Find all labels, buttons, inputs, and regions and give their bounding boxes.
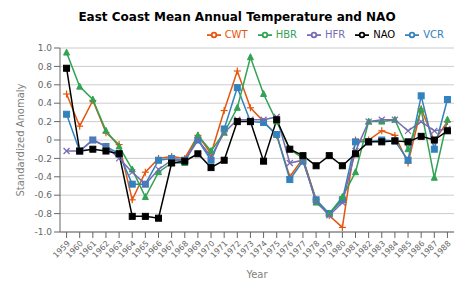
svg-text:-1.0: -1.0	[34, 227, 52, 237]
html-text:CWT: CWT	[224, 29, 248, 40]
svg-text:1972: 1972	[222, 239, 243, 260]
svg-text:1980: 1980	[327, 239, 348, 260]
svg-text:1988: 1988	[432, 239, 453, 260]
svg-text:1970: 1970	[195, 239, 217, 260]
svg-text:1983: 1983	[366, 239, 388, 260]
html-text:VCR: VCR	[423, 29, 444, 40]
html-text:HBR: HBR	[275, 29, 297, 40]
svg-text:1976: 1976	[274, 239, 296, 260]
svg-text:1975: 1975	[261, 239, 283, 260]
svg-text:1965: 1965	[130, 239, 151, 260]
svg-text:1.0: 1.0	[38, 43, 53, 53]
svg-text:1966: 1966	[143, 239, 164, 260]
svg-text:1964: 1964	[116, 239, 138, 260]
svg-text:-0.8: -0.8	[34, 209, 52, 219]
svg-text:1968: 1968	[169, 239, 191, 260]
svg-text:1974: 1974	[248, 239, 269, 260]
svg-text:1978: 1978	[300, 239, 322, 260]
svg-text:-0.2: -0.2	[34, 154, 52, 164]
svg-text:1987: 1987	[419, 239, 440, 260]
svg-text:1981: 1981	[340, 239, 361, 260]
svg-text:1969: 1969	[182, 239, 204, 260]
html-text:NAO: NAO	[373, 29, 396, 40]
svg-text:1982: 1982	[353, 239, 375, 260]
svg-text:1959: 1959	[51, 239, 72, 260]
svg-text:1963: 1963	[103, 239, 125, 260]
html-text:East Coast Mean Annual Tempera: East Coast Mean Annual Temperature and N…	[78, 10, 396, 24]
svg-text:1967: 1967	[156, 239, 178, 260]
svg-text:1984: 1984	[379, 239, 401, 260]
svg-text:1962: 1962	[90, 239, 112, 260]
svg-text:1973: 1973	[235, 239, 256, 260]
svg-text:0.2: 0.2	[38, 117, 52, 127]
svg-text:-0.4: -0.4	[34, 172, 52, 182]
svg-text:Standardized Anomaly: Standardized Anomaly	[15, 83, 26, 196]
svg-text:1986: 1986	[405, 239, 427, 260]
svg-text:-0.6: -0.6	[34, 190, 52, 200]
html-text:HFR: HFR	[325, 29, 346, 40]
svg-text:1977: 1977	[287, 239, 309, 260]
svg-text:0.6: 0.6	[38, 80, 53, 90]
svg-text:0.8: 0.8	[38, 62, 53, 72]
svg-text:1961: 1961	[77, 239, 99, 260]
svg-text:1971: 1971	[208, 239, 230, 260]
svg-text:0: 0	[46, 135, 52, 145]
svg-text:1979: 1979	[313, 239, 335, 260]
svg-text:1960: 1960	[64, 239, 86, 260]
svg-text:1985: 1985	[392, 239, 414, 260]
svg-text:0.4: 0.4	[38, 98, 53, 108]
svg-text:Year: Year	[245, 269, 268, 280]
